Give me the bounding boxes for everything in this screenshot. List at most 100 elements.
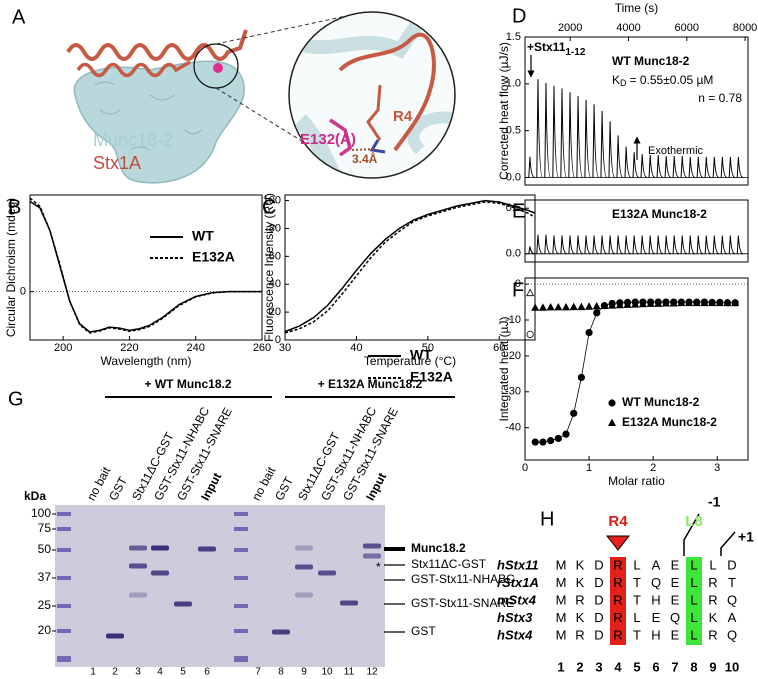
marker-circle xyxy=(593,309,601,317)
gel-band xyxy=(106,633,124,639)
injection-peak xyxy=(608,235,615,255)
residue: M xyxy=(556,557,567,572)
injection-peak xyxy=(616,135,624,179)
residue: L xyxy=(690,592,697,607)
position-number: 8 xyxy=(690,659,697,674)
injection-peak xyxy=(584,235,591,255)
injection-peak xyxy=(568,235,575,255)
position-number: 1 xyxy=(557,659,564,674)
sequence-name: rStx1A xyxy=(497,575,539,590)
residue: K xyxy=(576,610,585,625)
n-annotation: n = 0.78 xyxy=(698,91,742,105)
protein-label: Stx1A xyxy=(93,153,141,173)
marker-size: 50 xyxy=(38,542,52,556)
legend-label: E132A xyxy=(192,249,235,265)
injection-peak xyxy=(664,155,672,179)
legend-label: E132A xyxy=(410,369,453,385)
marker-triangle xyxy=(684,298,694,307)
injection-peak xyxy=(736,235,744,255)
legend-label: E132A Munc18-2 xyxy=(622,415,717,429)
residue: L xyxy=(709,557,716,572)
series-line xyxy=(284,201,536,334)
residue-header: L8 xyxy=(685,513,703,530)
residue: L xyxy=(690,610,697,625)
residue: T xyxy=(633,627,641,642)
marker-size: 75 xyxy=(38,521,52,535)
gel-band xyxy=(295,545,313,551)
y-tick-label: 100 xyxy=(263,194,281,206)
residue: M xyxy=(556,610,567,625)
injection-peak xyxy=(536,79,544,179)
lane-label: GST xyxy=(106,474,130,503)
residue-label: R4 xyxy=(393,108,413,125)
panel-label: H xyxy=(540,508,554,530)
residue: L xyxy=(633,557,640,572)
injection-peak xyxy=(584,99,592,179)
x-tick-label: 3 xyxy=(714,462,720,474)
marker-triangle xyxy=(585,302,594,310)
marker-circle xyxy=(570,409,578,417)
residue: D xyxy=(594,627,603,642)
marker-triangle xyxy=(607,418,617,427)
residue: E xyxy=(671,557,680,572)
marker-triangle xyxy=(654,299,663,307)
lane-label: Input xyxy=(198,470,224,502)
distance-label: 3.4Å xyxy=(352,151,378,166)
position-number: 7 xyxy=(671,659,678,674)
injection-peak xyxy=(688,156,696,179)
residue: H xyxy=(651,627,660,642)
residue: E xyxy=(652,610,661,625)
legend-label: WT xyxy=(410,347,432,363)
residue: R xyxy=(613,610,622,625)
injection-peak xyxy=(664,235,672,255)
panel-label: C xyxy=(262,196,276,218)
injection-peak xyxy=(576,96,584,179)
marker-triangle xyxy=(715,298,724,307)
marker-size: 100 xyxy=(31,506,51,520)
residue: E xyxy=(671,592,680,607)
ladder-band xyxy=(234,604,248,608)
ladder-band xyxy=(234,512,248,516)
marker-circle xyxy=(554,434,562,443)
injection-peak xyxy=(696,156,704,179)
residue: M xyxy=(556,575,567,590)
y-tick-label: 0 xyxy=(515,278,521,290)
injection-peak xyxy=(712,235,720,255)
x-axis-label: Wavelength (nm) xyxy=(101,354,192,368)
residue: R xyxy=(708,592,717,607)
residue: R xyxy=(613,627,622,642)
injection-peak xyxy=(632,152,640,179)
residue: R xyxy=(613,557,622,572)
injection-peak xyxy=(592,104,600,179)
ladder-band xyxy=(57,548,71,552)
gel-band xyxy=(318,570,336,576)
lane-number: 7 xyxy=(255,667,261,678)
legend-label: WT Munc18-2 xyxy=(622,395,700,409)
marker-triangle xyxy=(677,298,686,307)
injection-peak xyxy=(552,85,560,179)
injection-peak xyxy=(688,235,696,255)
y-tick-label: 0.0 xyxy=(506,248,521,260)
residue: A xyxy=(652,557,661,572)
marker-triangle xyxy=(631,300,640,308)
injection-peak xyxy=(536,234,543,255)
x-tick-label: 260 xyxy=(253,342,271,354)
injection-peak xyxy=(528,246,535,255)
lane-number: 11 xyxy=(344,667,355,678)
residue: L xyxy=(690,627,697,642)
ladder-band xyxy=(57,576,71,580)
position-number: 3 xyxy=(595,659,602,674)
injection-peak xyxy=(736,156,744,179)
x-tick-label: 6000 xyxy=(675,22,699,34)
x-tick-label: 0 xyxy=(522,462,528,474)
highlight-r4 xyxy=(610,557,626,645)
residue: D xyxy=(594,592,603,607)
ladder-band xyxy=(57,512,71,516)
marker-triangle xyxy=(554,303,563,311)
residue: D xyxy=(727,557,736,572)
band-label: Stx11ΔC-GST xyxy=(411,557,487,571)
kd-symbol: K xyxy=(612,73,620,87)
position-number: 5 xyxy=(633,659,640,674)
residue: L xyxy=(633,610,640,625)
marker-triangle xyxy=(608,301,617,309)
